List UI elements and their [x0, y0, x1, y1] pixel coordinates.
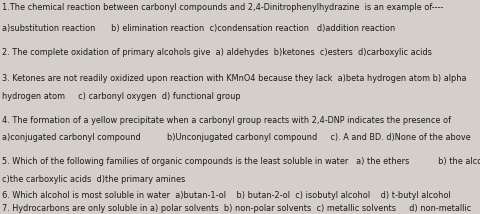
Text: 6. Which alcohol is most soluble in water  a)butan-1-ol    b) butan-2-ol  c) iso: 6. Which alcohol is most soluble in wate… [2, 191, 451, 200]
Text: c)the carboxylic acids  d)the primary amines: c)the carboxylic acids d)the primary ami… [2, 175, 186, 184]
Text: 5. Which of the following families of organic compounds is the least soluble in : 5. Which of the following families of or… [2, 157, 480, 166]
Text: 4. The formation of a yellow precipitate when a carbonyl group reacts with 2,4-D: 4. The formation of a yellow precipitate… [2, 116, 451, 125]
Text: 2. The complete oxidation of primary alcohols give  a) aldehydes  b)ketones  c)e: 2. The complete oxidation of primary alc… [2, 48, 432, 57]
Text: 1.The chemical reaction between carbonyl compounds and 2,4-Dinitrophenylhydrazin: 1.The chemical reaction between carbonyl… [2, 3, 444, 12]
Text: a)conjugated carbonyl compound          b)Unconjugated carbonyl compound     c).: a)conjugated carbonyl compound b)Unconju… [2, 133, 471, 142]
Text: a)substitution reaction      b) elimination reaction  c)condensation reaction   : a)substitution reaction b) elimination r… [2, 24, 396, 33]
Text: 7. Hydrocarbons are only soluble in a) polar solvents  b) non-polar solvents  c): 7. Hydrocarbons are only soluble in a) p… [2, 204, 471, 213]
Text: hydrogen atom     c) carbonyl oxygen  d) functional group: hydrogen atom c) carbonyl oxygen d) func… [2, 92, 241, 101]
Text: 3. Ketones are not readily oxidized upon reaction with KMnO4 because they lack  : 3. Ketones are not readily oxidized upon… [2, 74, 467, 83]
